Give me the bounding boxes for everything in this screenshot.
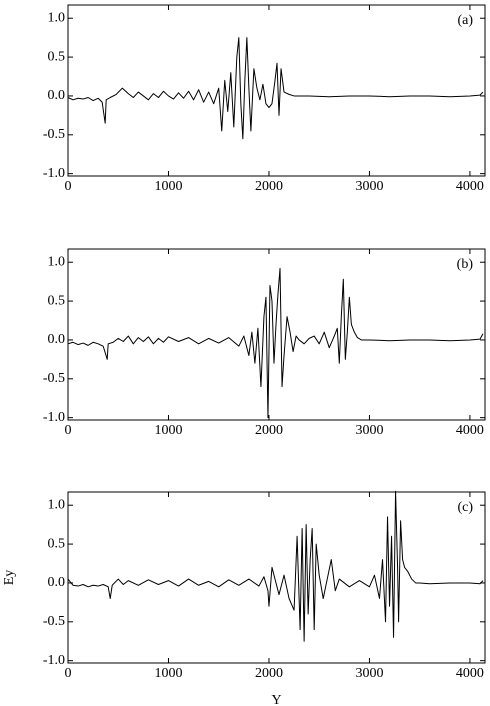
x-tick-label: 0	[65, 666, 72, 681]
x-tick-label: 2000	[255, 179, 283, 194]
x-axis-label: Y	[271, 693, 281, 706]
y-tick-label: -1.0	[43, 166, 65, 181]
y-tick-label: 1.0	[48, 10, 66, 25]
x-tick-label: 1000	[154, 423, 182, 438]
x-tick-label: 1000	[154, 666, 182, 681]
x-tick-label: 2000	[255, 423, 283, 438]
y-tick-label: 0.5	[48, 293, 66, 308]
x-tick-label: 0	[65, 423, 72, 438]
panel-label: (b)	[457, 257, 474, 272]
y-tick-label: -1.0	[43, 410, 65, 425]
y-axis-label: Ey	[2, 570, 17, 586]
signal-line	[67, 37, 484, 140]
y-tick-label: 0.5	[48, 49, 66, 64]
signal-line	[67, 490, 484, 642]
y-tick-label: -0.5	[43, 127, 65, 142]
x-tick-label: 1000	[154, 179, 182, 194]
x-tick-label: 4000	[456, 666, 484, 681]
x-tick-label: 2000	[255, 666, 283, 681]
x-tick-label: 4000	[456, 423, 484, 438]
panel-label: (c)	[457, 500, 473, 515]
x-tick-label: 0	[65, 179, 72, 194]
y-tick-label: 0.0	[48, 88, 66, 103]
y-tick-label: -0.5	[43, 371, 65, 386]
panel-label: (a)	[457, 13, 473, 28]
y-tick-label: -1.0	[43, 653, 65, 668]
y-tick-label: -0.5	[43, 614, 65, 629]
y-tick-label: 1.0	[48, 254, 66, 269]
y-tick-label: 0.0	[48, 332, 66, 347]
x-tick-label: 3000	[355, 666, 383, 681]
y-tick-label: 1.0	[48, 497, 66, 512]
plot-frame	[67, 491, 486, 664]
plot-frame	[67, 248, 486, 421]
y-tick-label: 0.0	[48, 575, 66, 590]
x-tick-label: 4000	[456, 179, 484, 194]
x-tick-label: 3000	[355, 179, 383, 194]
y-tick-label: 0.5	[48, 536, 66, 551]
x-tick-label: 3000	[355, 423, 383, 438]
plot-frame	[67, 4, 486, 177]
signal-line	[67, 267, 484, 419]
